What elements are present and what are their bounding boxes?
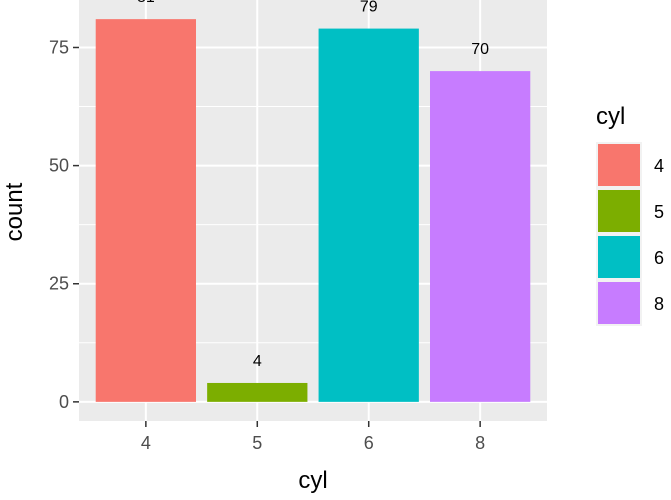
legend-label: 5 (654, 202, 664, 222)
bar-value-label: 81 (137, 0, 155, 6)
y-axis: 0 25 50 75 (49, 37, 79, 412)
bar-value-label: 70 (471, 41, 489, 58)
x-axis: 4 5 6 8 (141, 421, 485, 453)
y-tick-label: 75 (49, 37, 69, 57)
y-axis-title: count (1, 182, 28, 241)
x-tick-label: 4 (141, 433, 151, 453)
bar-cyl-4 (95, 19, 196, 402)
x-tick-label: 6 (364, 433, 374, 453)
bar-cyl-5 (207, 382, 308, 402)
legend-key-swatch (598, 190, 640, 232)
bar-value-label: 79 (360, 0, 378, 16)
bar-cyl-8 (430, 71, 531, 402)
legend-key-swatch (598, 144, 640, 186)
legend-label: 8 (654, 294, 664, 314)
y-tick-label: 25 (49, 274, 69, 294)
y-tick-label: 0 (59, 392, 69, 412)
legend-label: 6 (654, 248, 664, 268)
bar-value-label: 4 (253, 353, 262, 370)
x-axis-title: cyl (298, 467, 327, 494)
x-tick-label: 5 (252, 433, 262, 453)
legend-label: 4 (654, 156, 664, 176)
legend-title: cyl (596, 103, 625, 130)
legend-key-swatch (598, 282, 640, 324)
legend-key-swatch (598, 236, 640, 278)
bar-cyl-6 (318, 28, 419, 402)
bar-data-labels: 81 4 79 70 (137, 0, 489, 370)
y-tick-label: 50 (49, 156, 69, 176)
legend: cyl 4 5 6 8 (596, 103, 664, 326)
x-tick-label: 8 (475, 433, 485, 453)
bars (95, 19, 531, 402)
